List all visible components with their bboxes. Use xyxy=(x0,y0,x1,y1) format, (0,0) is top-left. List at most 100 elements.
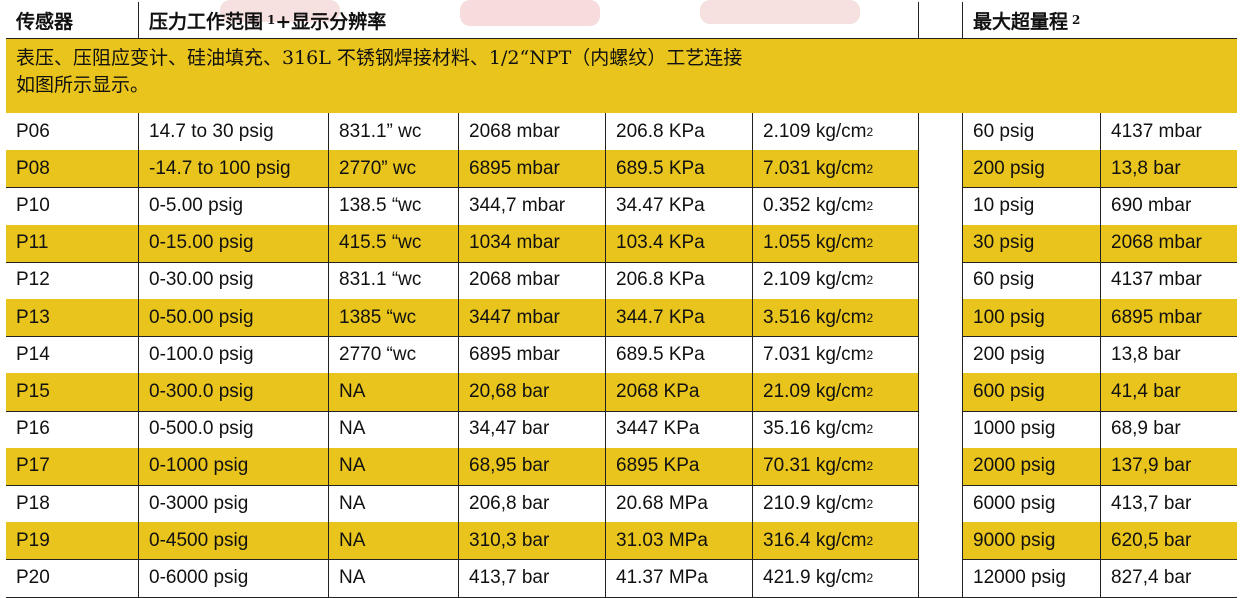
cell-psig-text: 0-500.0 psig xyxy=(149,418,254,440)
cell-psig: 0-500.0 psig xyxy=(138,410,328,448)
cell-mbar-text: 310,3 bar xyxy=(469,529,550,551)
cell-over-psig-text: 60 psig xyxy=(973,269,1035,291)
cell-sensor: P17 xyxy=(6,448,138,485)
cell-kpa: 34.47 KPa xyxy=(605,187,752,225)
cell-kg-text: 0.352 kg/cm xyxy=(763,194,867,216)
cell-wc: NA xyxy=(328,485,458,523)
cell-wc-text: NA xyxy=(339,418,366,440)
watermark-graphic xyxy=(220,0,860,26)
cell-mbar: 2068 mbar xyxy=(458,113,605,151)
cell-over-unit: 13,8 bar xyxy=(1100,336,1237,374)
cell-psig-text: 0-50.00 psig xyxy=(149,306,254,328)
cell-sensor: P08 xyxy=(6,150,138,187)
header-range-suffix: +显示分辨率 xyxy=(275,10,387,33)
cell-sensor-text: P15 xyxy=(16,380,50,402)
row-divider xyxy=(6,336,1237,338)
cell-over-psig: 100 psig xyxy=(962,299,1100,337)
cell-mbar-text: 20,68 bar xyxy=(469,380,550,402)
cell-kpa: 206.8 KPa xyxy=(605,261,752,299)
cell-over-unit: 620,5 bar xyxy=(1100,522,1237,560)
header-divider xyxy=(6,38,1237,39)
column-gap xyxy=(918,150,963,188)
column-divider xyxy=(962,187,963,225)
cell-kg: 3.516 kg/cm 2 xyxy=(752,299,918,337)
table-row: P15 0-300.0 psig NA 20,68 bar 2068 KPa 21.09 … xyxy=(6,373,1237,411)
cell-kg: 421.9 kg/cm 2 xyxy=(752,559,918,597)
cell-mbar-text: 2068 mbar xyxy=(469,120,560,142)
cell-kpa-text: 103.4 KPa xyxy=(616,232,705,254)
cell-kg-text: 1.055 kg/cm xyxy=(763,232,867,254)
cell-kpa-text: 689.5 KPa xyxy=(616,157,705,179)
table-row: P20 0-6000 psig NA 413,7 bar 41.37 MPa 421.9 … xyxy=(6,559,1237,597)
cell-psig-text: 0-4500 psig xyxy=(149,529,249,551)
cell-wc: 415.5 “wc xyxy=(328,224,458,262)
cell-mbar-text: 413,7 bar xyxy=(469,566,550,588)
cell-sensor: P16 xyxy=(6,411,138,448)
cell-wc: 2770 “wc xyxy=(328,336,458,374)
column-gap xyxy=(918,410,963,448)
cell-psig-text: 0-15.00 psig xyxy=(149,232,254,254)
cell-mbar-text: 6895 mbar xyxy=(469,343,560,365)
cell-sensor: P11 xyxy=(6,225,138,262)
cell-kg-text: 7.031 kg/cm xyxy=(763,343,867,365)
cell-wc: 831.1” wc xyxy=(328,113,458,151)
column-divider xyxy=(962,522,963,560)
table-row: P08 -14.7 to 100 psig 2770” wc 6895 mbar 689… xyxy=(6,150,1237,188)
cell-kpa: 20.68 MPa xyxy=(605,485,752,523)
cell-psig: 0-15.00 psig xyxy=(138,224,328,262)
cell-over-psig-text: 200 psig xyxy=(973,343,1045,365)
cell-wc-text: NA xyxy=(339,455,366,477)
cell-wc: 2770” wc xyxy=(328,150,458,188)
cell-over-unit: 827,4 bar xyxy=(1100,559,1237,597)
table-row: P14 0-100.0 psig 2770 “wc 6895 mbar 689.5 KP… xyxy=(6,336,1237,374)
cell-over-unit: 4137 mbar xyxy=(1100,113,1237,151)
cell-sensor: P15 xyxy=(6,373,138,410)
cell-sensor: P10 xyxy=(6,187,138,224)
cell-over-psig-text: 2000 psig xyxy=(973,455,1056,477)
cell-over-unit-text: 13,8 bar xyxy=(1111,157,1181,179)
cell-kg-text: 2.109 kg/cm xyxy=(763,269,867,291)
cell-sensor: P12 xyxy=(6,262,138,299)
cell-kg-text: 35.16 kg/cm xyxy=(763,418,867,440)
cell-over-psig-text: 10 psig xyxy=(973,194,1035,216)
cell-sensor: P13 xyxy=(6,299,138,336)
table-row: P06 14.7 to 30 psig 831.1” wc 2068 mbar 206.… xyxy=(6,113,1237,151)
table-row: P16 0-500.0 psig NA 34,47 bar 3447 KPa 35.16 … xyxy=(6,410,1237,448)
column-gap xyxy=(918,559,963,597)
cell-kpa: 6895 KPa xyxy=(605,447,752,485)
cell-over-psig: 200 psig xyxy=(962,336,1100,374)
cell-over-unit: 68,9 bar xyxy=(1100,410,1237,448)
cell-kpa: 2068 KPa xyxy=(605,373,752,411)
cell-psig: 0-5.00 psig xyxy=(138,187,328,225)
cell-kpa-text: 34.47 KPa xyxy=(616,194,705,216)
cell-over-unit-text: 827,4 bar xyxy=(1111,566,1192,588)
table-row: P13 0-50.00 psig 1385 “wc 3447 mbar 344.7 KP… xyxy=(6,299,1237,337)
cell-kg-text: 2.109 kg/cm xyxy=(763,120,867,142)
row-divider xyxy=(6,410,1237,412)
cell-psig-text: 0-3000 psig xyxy=(149,492,249,514)
column-divider xyxy=(962,410,963,448)
cell-over-unit-text: 68,9 bar xyxy=(1111,418,1181,440)
cell-sensor: P14 xyxy=(6,336,138,373)
cell-over-psig: 12000 psig xyxy=(962,559,1100,597)
cell-wc-text: NA xyxy=(339,529,366,551)
cell-mbar: 310,3 bar xyxy=(458,522,605,560)
cell-kg: 2.109 kg/cm 2 xyxy=(752,113,918,151)
column-divider xyxy=(962,113,963,151)
cell-psig: 0-100.0 psig xyxy=(138,336,328,374)
cell-psig: 0-30.00 psig xyxy=(138,261,328,299)
header-range: 压力工作范围 1 +显示分辨率 xyxy=(138,2,918,38)
cell-mbar-text: 34,47 bar xyxy=(469,418,550,440)
cell-over-unit: 4137 mbar xyxy=(1100,261,1237,299)
cell-mbar-text: 68,95 bar xyxy=(469,455,550,477)
cell-mbar: 68,95 bar xyxy=(458,447,605,485)
cell-wc-text: NA xyxy=(339,492,366,514)
cell-psig: 0-50.00 psig xyxy=(138,299,328,337)
cell-over-psig-text: 600 psig xyxy=(973,380,1045,402)
cell-kpa-text: 206.8 KPa xyxy=(616,269,705,291)
cell-over-psig-text: 12000 psig xyxy=(973,566,1066,588)
column-gap xyxy=(918,373,963,411)
cell-over-psig-text: 200 psig xyxy=(973,157,1045,179)
cell-psig: 0-3000 psig xyxy=(138,485,328,523)
cell-wc: NA xyxy=(328,373,458,411)
